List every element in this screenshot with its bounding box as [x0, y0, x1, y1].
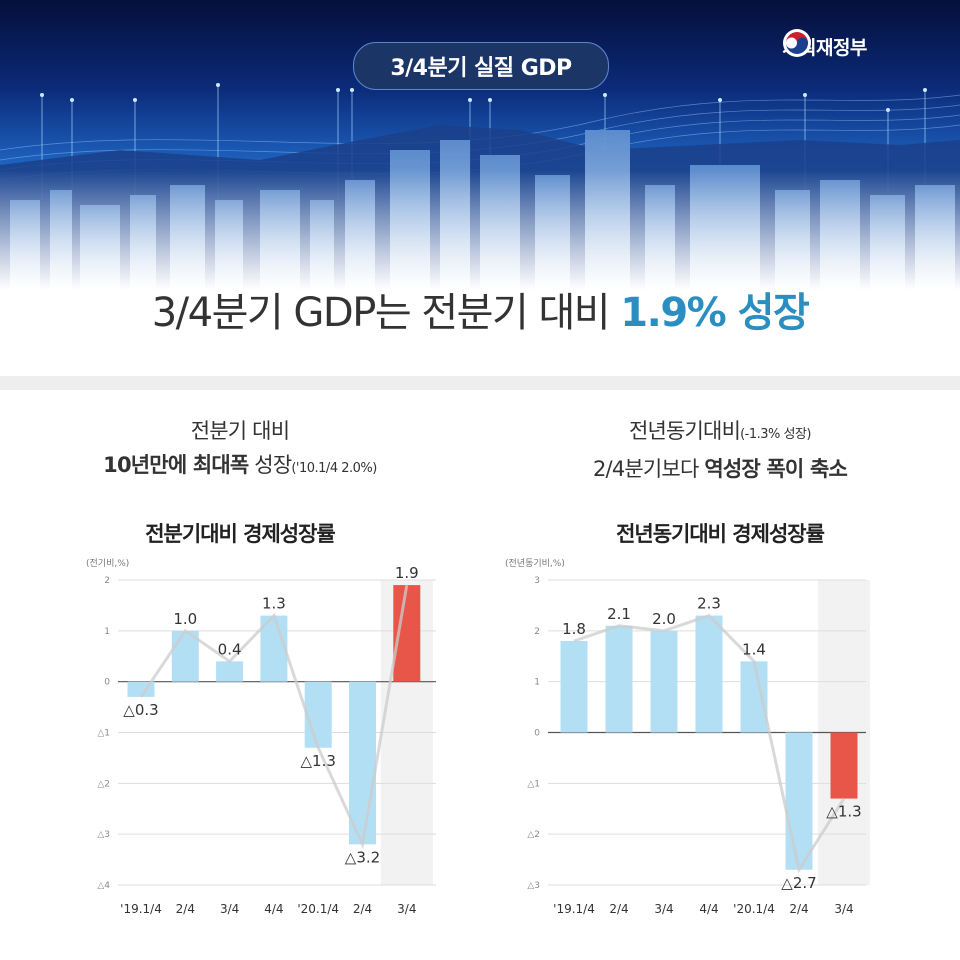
left-summary: 전분기 대비 10년만에 최대폭 성장('10.1/4 2.0%)	[0, 414, 480, 486]
left-chart-title: 전분기대비 경제성장률	[145, 522, 336, 546]
left-summary-note: ('10.1/4 2.0%)	[291, 461, 377, 476]
right-unit-label: (전년동기비,%)	[505, 559, 565, 569]
right-data-label: 1.8	[562, 620, 586, 638]
right-bar	[605, 625, 633, 733]
left-summary-line1: 전분기 대비	[190, 419, 290, 443]
left-summary-bold: 10년만에 최대폭	[103, 453, 249, 477]
left-category-label: '20.1/4	[297, 902, 339, 916]
right-data-label: 2.0	[652, 610, 676, 628]
left-category-label: 4/4	[264, 902, 283, 916]
left-ytick-label: △3	[97, 830, 110, 840]
right-data-label: △2.7	[781, 874, 816, 892]
right-bar	[830, 732, 858, 799]
right-ytick-label: △1	[527, 779, 540, 789]
right-summary-rest: 2/4분기보다	[592, 457, 705, 481]
right-category-label: 3/4	[834, 902, 853, 916]
left-data-label: △1.3	[301, 752, 336, 770]
right-data-label: △1.3	[826, 803, 861, 821]
right-summary-line1: 전년동기대비(-1.3% 성장)	[480, 414, 960, 452]
left-trend-line	[139, 584, 409, 850]
right-ytick-label: 1	[534, 678, 540, 688]
right-category-label: 2/4	[789, 902, 808, 916]
left-data-label: △0.3	[123, 701, 158, 719]
left-summary-rest: 성장	[248, 453, 292, 477]
right-bar	[560, 641, 588, 733]
left-category-label: 2/4	[353, 902, 372, 916]
left-bar	[349, 681, 376, 845]
right-ytick-label: 2	[534, 627, 540, 637]
left-ytick-label: 1	[104, 627, 110, 637]
right-category-label: 4/4	[699, 902, 718, 916]
right-bar	[695, 615, 723, 733]
section-divider	[0, 376, 960, 390]
left-category-label: 3/4	[220, 902, 239, 916]
left-data-label: 0.4	[218, 640, 242, 658]
headline: 3/4분기 GDP는 전분기 대비 1.9% 성장	[0, 280, 960, 338]
right-category-label: 3/4	[654, 902, 673, 916]
right-summary-note: (-1.3% 성장)	[740, 427, 812, 442]
right-summary: 전년동기대비(-1.3% 성장) 2/4분기보다 역성장 폭이 축소	[480, 414, 960, 486]
left-ytick-label: 2	[104, 576, 110, 586]
left-bar	[304, 681, 332, 748]
left-bar	[171, 630, 199, 682]
right-bar	[785, 732, 813, 870]
left-data-label: 1.9	[395, 564, 419, 582]
right-category-label: '20.1/4	[733, 902, 775, 916]
headline-text: 3/4분기 GDP는 전분기 대비	[151, 290, 621, 336]
right-summary-main: 전년동기대비	[628, 419, 741, 443]
headline-accent: 1.9% 성장	[620, 290, 809, 336]
left-unit-label: (전기비,%)	[86, 559, 130, 569]
right-trend-line	[573, 613, 846, 874]
right-data-label: 2.1	[607, 605, 631, 623]
left-ytick-label: △2	[97, 779, 110, 789]
right-chart-title: 전년동기대비 경제성장률	[616, 522, 825, 546]
left-category-label: '19.1/4	[120, 902, 162, 916]
right-ytick-label: 3	[534, 576, 540, 586]
right-summary-line2: 2/4분기보다 역성장 폭이 축소	[480, 452, 960, 486]
city-skyline-illustration	[0, 83, 960, 290]
right-bar	[740, 661, 768, 733]
left-data-label: 1.0	[173, 610, 197, 628]
left-ytick-label: △1	[97, 729, 110, 739]
right-ytick-label: △2	[527, 830, 540, 840]
hero-banner: 3/4분기 실질 GDP 기획재정부	[0, 0, 960, 290]
left-summary-line2: 10년만에 최대폭 성장('10.1/4 2.0%)	[0, 448, 480, 486]
left-data-label: △3.2	[345, 848, 380, 866]
left-category-label: 2/4	[176, 902, 195, 916]
ministry-logo: 기획재정부	[782, 28, 867, 64]
right-summary-bold: 역성장 폭이 축소	[704, 457, 848, 481]
left-bar	[216, 661, 244, 682]
right-category-label: 2/4	[609, 902, 628, 916]
right-ytick-label: 0	[534, 729, 540, 739]
left-category-label: 3/4	[397, 902, 416, 916]
right-ytick-label: △3	[527, 881, 540, 891]
right-category-label: '19.1/4	[553, 902, 595, 916]
left-data-label: 1.3	[262, 595, 286, 613]
right-bar	[650, 630, 678, 733]
left-ytick-label: △4	[97, 881, 110, 891]
topic-badge: 3/4분기 실질 GDP	[353, 42, 609, 90]
left-ytick-label: 0	[104, 678, 110, 688]
taegeuk-emblem-icon	[783, 29, 811, 57]
right-data-label: 1.4	[742, 640, 766, 658]
right-data-label: 2.3	[697, 595, 721, 613]
